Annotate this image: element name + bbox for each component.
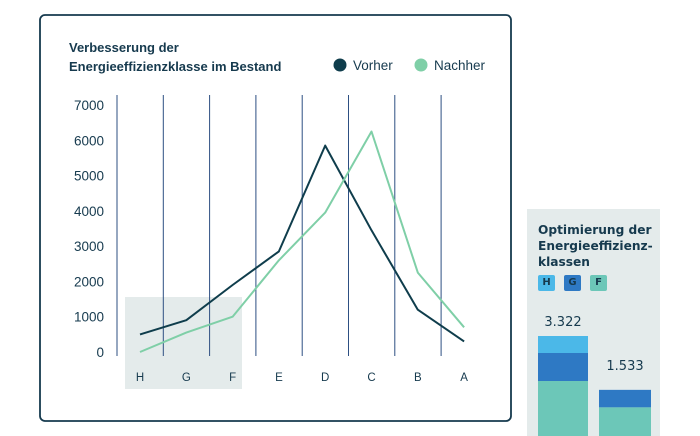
y-tick-label: 1000 [74, 310, 104, 325]
legend-swatch-nachher [414, 58, 428, 72]
x-tick-label: H [136, 372, 144, 384]
legend-g-box: G [564, 275, 581, 291]
chart-title-line-2: Energieeffizienzklasse im Bestand [69, 59, 281, 74]
y-tick-label: 3000 [74, 239, 104, 254]
bar-label-1: 3.322 [544, 315, 582, 330]
bar-segment-g [538, 353, 588, 381]
bar-segment-h [538, 336, 588, 353]
x-tick-label: E [275, 372, 283, 384]
x-tick-label: C [367, 372, 375, 384]
legend-label-nachher: Nachher [434, 58, 486, 73]
x-tick-label: G [182, 372, 191, 384]
bar-label-2: 1.533 [606, 359, 644, 374]
bar-segment-f [599, 407, 651, 436]
bar-segment-f [538, 381, 588, 436]
series-line-nachher [139, 130, 465, 353]
y-tick-label: 5000 [74, 169, 104, 184]
x-tick-label: D [321, 372, 329, 384]
legend-f-box: F [590, 275, 607, 291]
bar-segment-g [599, 389, 651, 408]
y-tick-label: 6000 [74, 133, 104, 148]
y-tick-label: 2000 [74, 274, 104, 289]
chart-frame [39, 14, 512, 422]
legend-label-vorher: Vorher [353, 58, 393, 73]
y-tick-label: 7000 [74, 98, 104, 113]
side-panel: Optimierung der Energieeffizienz-klassen… [527, 209, 660, 436]
y-tick-label: 4000 [74, 204, 104, 219]
x-tick-label: A [460, 372, 468, 384]
legend-swatch-vorher [333, 58, 347, 72]
x-tick-label: F [229, 372, 236, 384]
side-panel-title: Optimierung der Energieeffizienz-klassen [538, 223, 653, 269]
series-line-vorher [139, 144, 465, 343]
chart-title-line-1: Verbesserung der [69, 40, 179, 55]
y-tick-label: 0 [96, 345, 104, 360]
side-bar-chart [538, 336, 651, 436]
highlight-region [125, 297, 242, 389]
x-tick-label: B [414, 372, 422, 384]
legend-h-box: H [538, 275, 555, 291]
